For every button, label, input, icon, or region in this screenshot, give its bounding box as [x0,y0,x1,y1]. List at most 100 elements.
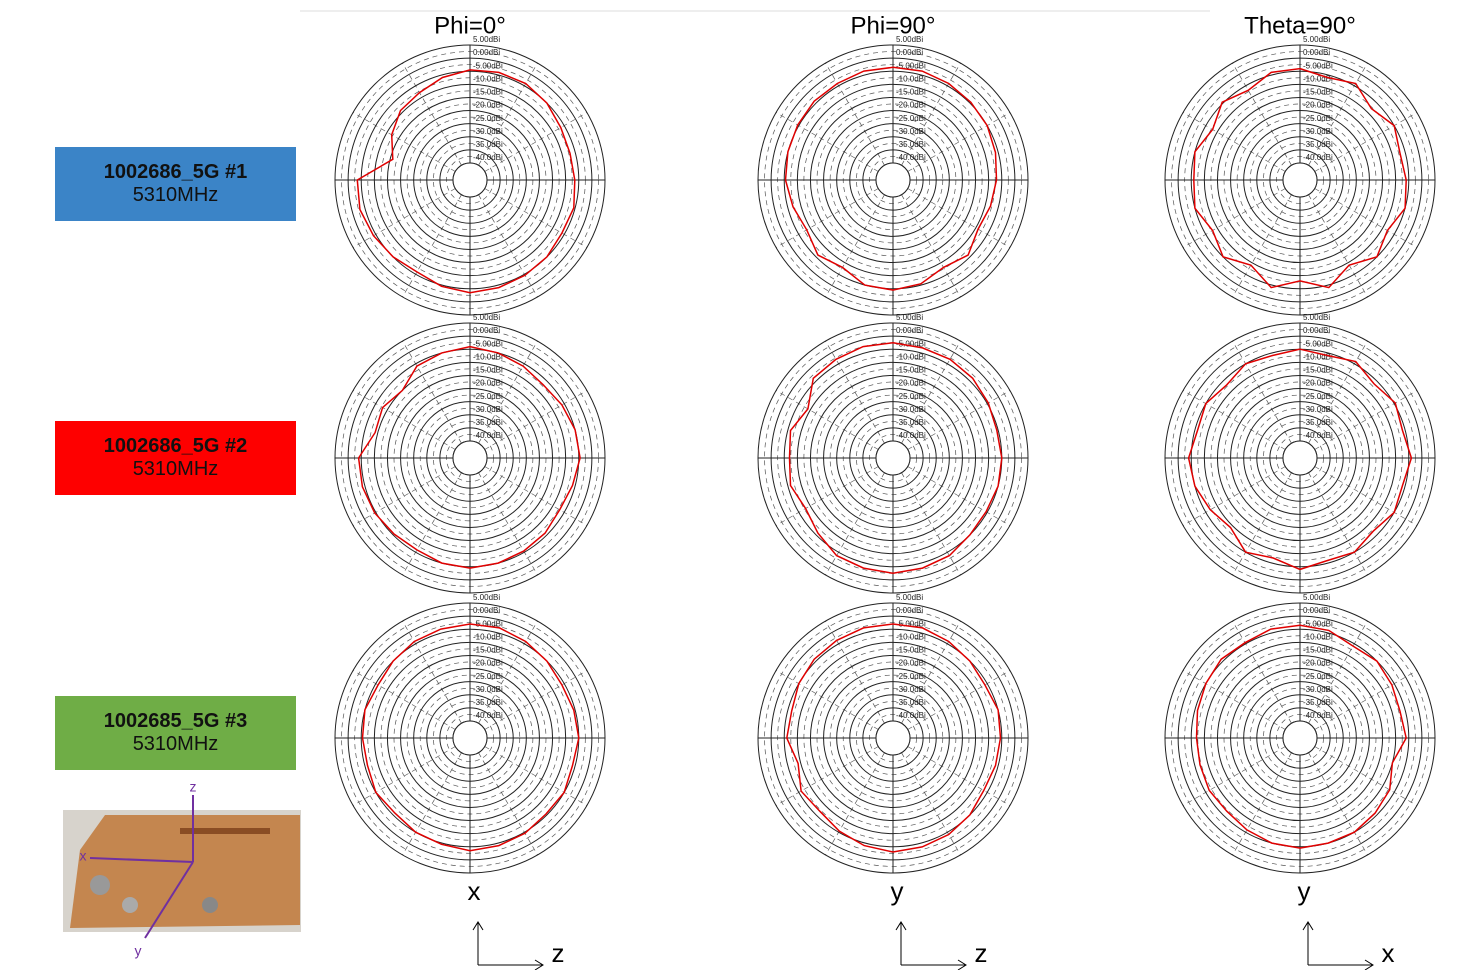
ring-label: -40.0dBi [473,431,503,440]
pattern-trace [786,623,1002,853]
row-name: 1002686_5G #1 [103,161,248,183]
ring-label: -30.0dBi [896,405,926,414]
dashed-spoke [1314,746,1418,806]
dashed-spoke [352,390,456,450]
row-label: 1002686_5G #2 5310MHz [55,421,296,495]
ring-label: -20.0dBi [896,101,926,110]
polar-chart: 5.00dBi 0.00dBi -5.00dBi -10.0dBi -15.0dBi -2… [334,35,606,316]
dashed-spoke [1232,620,1292,724]
ring-label: -35.0dBi [473,418,503,427]
pattern-trace [1195,624,1407,849]
dashed-spoke [352,746,456,806]
center-hole [452,720,488,756]
axis-label: z [975,938,988,968]
ring-label: -10.0dBi [896,632,926,641]
column-title: Theta=90° [1244,12,1356,39]
polar-chart: 5.00dBi 0.00dBi -5.00dBi -10.0dBi -15.0dBi -2… [334,313,606,594]
dashed-spoke [1232,472,1292,576]
ring-label: -35.0dBi [896,418,926,427]
ring-label: -30.0dBi [1303,405,1333,414]
dashed-spoke [775,466,879,526]
ring-label: -25.0dBi [896,672,926,681]
ring-label: -30.0dBi [473,127,503,136]
dashed-spoke [1308,340,1368,444]
row-freq: 5310MHz [132,458,219,480]
center-hole [1282,162,1318,198]
ring-label: -40.0dBi [896,153,926,162]
ring-label: -20.0dBi [1303,101,1333,110]
dashed-spoke [402,472,462,576]
dashed-spoke [907,390,1011,450]
row-name: 1002685_5G #3 [103,710,248,732]
dashed-spoke [402,340,462,444]
column-title: Phi=0° [434,12,506,39]
ring-label: 5.00dBi [896,593,923,602]
row-freq: 5310MHz [132,733,219,755]
dashed-spoke [402,620,462,724]
ring-label: -40.0dBi [473,711,503,720]
ring-label: -10.0dBi [896,74,926,83]
center-hole [1282,720,1318,756]
ring-label: 0.00dBi [473,326,500,335]
dashed-spoke [825,62,885,166]
ring-label: -40.0dBi [896,431,926,440]
dashed-spoke [907,670,1011,730]
ring-label: -5.00dBi [473,339,503,348]
dashed-spoke [1308,194,1368,298]
ring-label: -15.0dBi [473,646,503,655]
dashed-spoke [478,752,538,856]
pattern-trace [784,66,998,291]
dashed-spoke [907,746,1011,806]
ring-label: -5.00dBi [473,61,503,70]
dashed-spoke [1314,670,1418,730]
dashed-spoke [478,620,538,724]
ring-label: -40.0dBi [896,711,926,720]
dashed-spoke [1232,194,1292,298]
ring-label: 5.00dBi [1303,593,1330,602]
ring-label: -35.0dBi [473,140,503,149]
row-freq: 5310MHz [132,184,219,206]
row-label: 1002685_5G #3 5310MHz [55,696,296,770]
ring-label: -15.0dBi [896,366,926,375]
ring-label: -10.0dBi [1303,74,1333,83]
ring-label: 0.00dBi [896,48,923,57]
ring-label: -15.0dBi [1303,646,1333,655]
ring-label: 5.00dBi [473,313,500,322]
ring-label: -30.0dBi [1303,127,1333,136]
ring-label: -25.0dBi [896,114,926,123]
ring-label: -15.0dBi [473,366,503,375]
axis-label: y [1298,876,1311,906]
center-hole [1282,440,1318,476]
center-hole [875,720,911,756]
polar-chart: 5.00dBi 0.00dBi -5.00dBi -10.0dBi -15.0dBi -2… [757,313,1029,594]
ring-label: -35.0dBi [896,140,926,149]
ring-label: -15.0dBi [1303,366,1333,375]
dashed-spoke [775,670,879,730]
ring-label: -30.0dBi [473,685,503,694]
ring-label: -5.00dBi [896,619,926,628]
dashed-spoke [1182,466,1286,526]
ring-label: -35.0dBi [1303,418,1333,427]
ring-label: -5.00dBi [1303,61,1333,70]
dashed-spoke [907,188,1011,248]
ring-label: -25.0dBi [473,672,503,681]
dashed-spoke [1314,390,1418,450]
dashed-spoke [901,752,961,856]
ring-label: -20.0dBi [896,379,926,388]
ring-label: -10.0dBi [473,352,503,361]
ring-label: 0.00dBi [473,606,500,615]
polar-chart: 5.00dBi 0.00dBi -5.00dBi -10.0dBi -15.0dBi -2… [1164,313,1436,594]
ring-label: -20.0dBi [473,101,503,110]
ring-label: -5.00dBi [473,619,503,628]
dashed-spoke [1308,472,1368,576]
dashed-spoke [402,194,462,298]
photo-axis-label: x [80,848,87,864]
ring-label: -15.0dBi [1303,88,1333,97]
dashed-spoke [484,112,588,172]
ring-label: 0.00dBi [1303,606,1330,615]
ring-label: 5.00dBi [1303,35,1330,44]
ring-label: 5.00dBi [473,593,500,602]
center-hole [875,162,911,198]
dashed-spoke [1182,746,1286,806]
